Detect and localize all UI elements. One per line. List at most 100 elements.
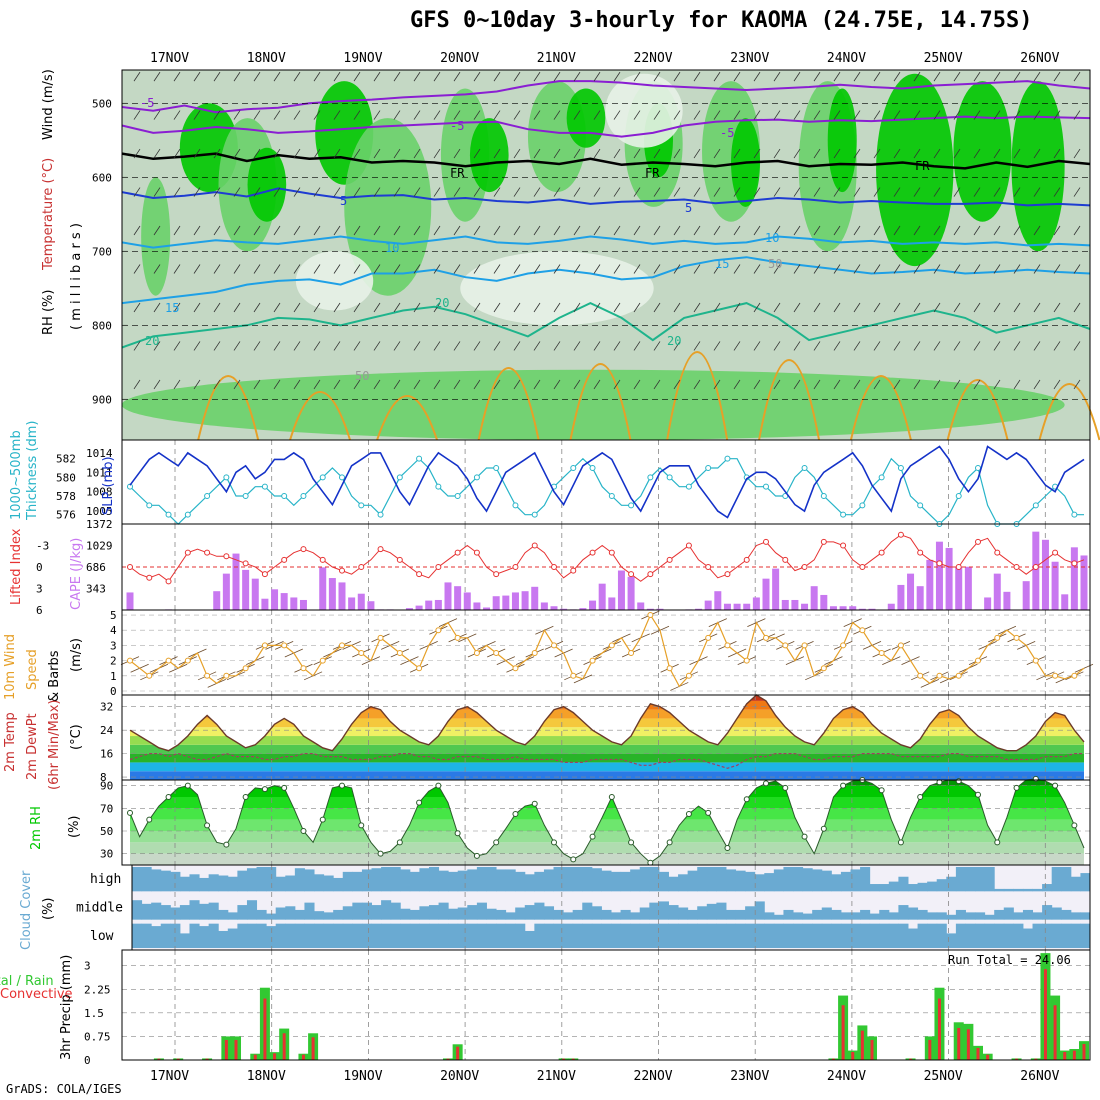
upper-wind-barb bbox=[473, 341, 481, 351]
cape-bar bbox=[743, 603, 751, 610]
thickness-line-point bbox=[859, 502, 866, 509]
isotherm--5b bbox=[121, 115, 1091, 138]
temp-tick-label: 16 bbox=[100, 748, 113, 761]
cloud-cell-middle bbox=[1042, 905, 1053, 920]
cloud-cell-high bbox=[515, 871, 526, 892]
cloud-cell-middle bbox=[946, 914, 957, 920]
cloud-cell-high bbox=[352, 871, 363, 892]
wind-axis-label: Wind (m/s) bbox=[41, 69, 56, 140]
cloud-cell-low bbox=[821, 923, 832, 948]
temp-band bbox=[130, 762, 1084, 772]
upper-wind-barb bbox=[773, 264, 781, 274]
cloud-cell-low bbox=[553, 923, 564, 948]
upper-wind-barb bbox=[413, 110, 421, 120]
lifted-index-line-point bbox=[435, 564, 442, 570]
cape-bar bbox=[858, 608, 866, 610]
upper-wind-barb bbox=[493, 379, 501, 390]
cloud-cell-high bbox=[1080, 873, 1091, 892]
cape-bar bbox=[993, 573, 1001, 610]
upper-wind-barb bbox=[693, 341, 701, 351]
cloud-cell-middle bbox=[678, 907, 689, 920]
wind-tick-label: 5 bbox=[110, 609, 117, 622]
cape-bar bbox=[357, 593, 365, 610]
thickness-line-point bbox=[300, 493, 307, 499]
wind10-axis-label: 10m Wind bbox=[3, 634, 18, 700]
cloud-cell-middle bbox=[1080, 912, 1091, 920]
precip-convective-bar bbox=[976, 1047, 980, 1060]
cloud-cell-low bbox=[141, 923, 152, 948]
lifted-index-line-point bbox=[897, 531, 904, 538]
cape-bar bbox=[984, 597, 992, 610]
lifted-index-line-point bbox=[242, 560, 249, 567]
cloud-cell-high bbox=[955, 867, 966, 892]
upper-wind-barb bbox=[933, 71, 941, 82]
slp-axis-label: SLP (mb) bbox=[101, 456, 116, 515]
thickness-tick-label: 578 bbox=[56, 490, 76, 503]
slp-tick-label: 1008 bbox=[86, 486, 113, 499]
upper-wind-barb bbox=[493, 302, 501, 313]
cloud-cell-middle bbox=[821, 907, 832, 920]
upper-wind-barb bbox=[693, 302, 701, 313]
upper-wind-barb bbox=[933, 225, 941, 236]
upper-wind-barb bbox=[133, 225, 141, 236]
upper-wind-barb bbox=[753, 341, 761, 351]
cloud-cell-high bbox=[630, 869, 641, 892]
wind-speed-line-point bbox=[955, 672, 962, 679]
upper-wind-barb bbox=[1073, 264, 1081, 274]
cloud-cell-middle bbox=[294, 909, 305, 920]
upper-wind-barb bbox=[813, 71, 821, 82]
upper-wind-barb bbox=[573, 264, 581, 274]
cloud-cell-low bbox=[390, 923, 401, 948]
cloud-cell-high bbox=[438, 870, 449, 892]
upper-wind-barb bbox=[513, 264, 521, 274]
upper-wind-barb bbox=[613, 71, 621, 82]
cape-bar bbox=[598, 583, 606, 610]
cloud-cell-high bbox=[764, 873, 775, 892]
upper-wind-barb bbox=[153, 379, 161, 390]
cloud-cell-high bbox=[572, 867, 583, 892]
cloud-cell-middle bbox=[994, 909, 1005, 920]
upper-wind-barb bbox=[713, 110, 721, 120]
precip-convective-bar bbox=[273, 1053, 277, 1060]
upper-wind-barb bbox=[373, 379, 381, 390]
lifted-index-line-point bbox=[878, 549, 885, 556]
cloud-cell-middle bbox=[793, 912, 804, 920]
upper-wind-barb bbox=[173, 302, 181, 313]
cloud-cell-high bbox=[793, 867, 804, 892]
cloud-cell-high bbox=[467, 869, 478, 892]
footer-credit: GrADS: COLA/IGES bbox=[6, 1082, 122, 1096]
rh-line-point bbox=[955, 778, 962, 785]
cloud-cell-high bbox=[936, 879, 947, 892]
upper-wind-barb bbox=[1033, 302, 1041, 313]
upper-wind-barb bbox=[973, 264, 981, 274]
upper-wind-barb bbox=[453, 71, 461, 82]
rh-line-point bbox=[878, 787, 885, 794]
upper-wind-barb bbox=[693, 148, 701, 159]
upper-wind-barb bbox=[953, 148, 961, 159]
precip-convective-bar bbox=[157, 1058, 161, 1060]
cape-bar bbox=[367, 601, 375, 610]
cloud-cell-high bbox=[658, 871, 669, 892]
upper-wind-barb bbox=[433, 225, 441, 236]
li-tick-label: 3 bbox=[36, 583, 43, 596]
isotherm-5 bbox=[121, 187, 1091, 207]
warm-isotherm bbox=[758, 359, 821, 441]
upper-wind-barb bbox=[833, 187, 841, 197]
lifted-index-line-point bbox=[936, 560, 943, 567]
upper-wind-barb bbox=[813, 225, 821, 236]
cloud-cell-high bbox=[620, 871, 631, 892]
upper-wind-barb bbox=[813, 341, 821, 351]
temp-tick-label: 8 bbox=[100, 771, 107, 784]
cape-bar bbox=[608, 597, 616, 610]
cloud-cell-middle bbox=[831, 909, 842, 920]
upper-wind-barb bbox=[513, 341, 521, 351]
upper-wind-barb bbox=[953, 71, 961, 82]
upper-wind-barb bbox=[293, 148, 301, 159]
upper-wind-barb bbox=[173, 225, 181, 236]
upper-wind-barb bbox=[253, 302, 261, 313]
upper-wind-barb bbox=[793, 341, 801, 351]
cloud-cell-high bbox=[869, 884, 880, 892]
upper-wind-barb bbox=[833, 302, 841, 313]
upper-wind-barb bbox=[633, 379, 641, 390]
precip-convective-bar bbox=[446, 1058, 450, 1060]
